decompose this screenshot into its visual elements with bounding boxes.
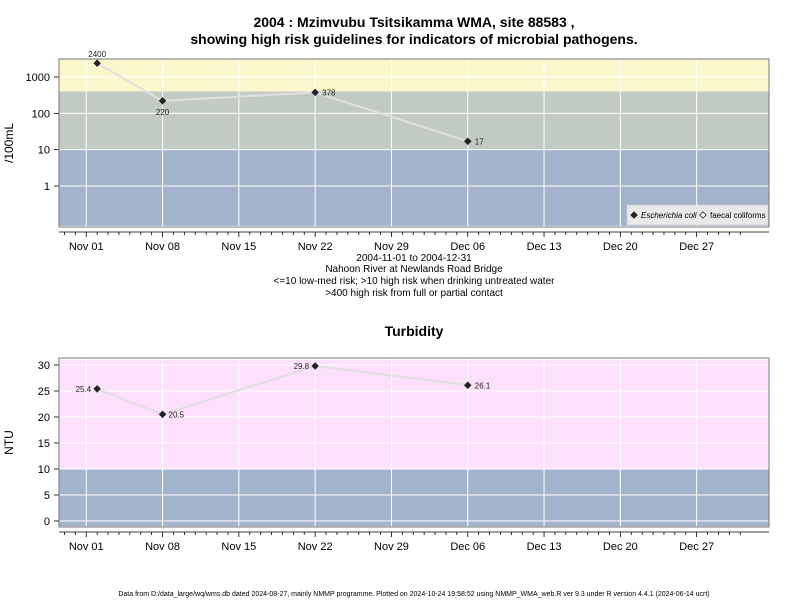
x-tick-label: Nov 08 [145,541,180,553]
x-tick-label: Nov 29 [374,541,409,553]
data-label: 26.1 [475,381,491,390]
legend-marker-faecal [699,211,707,219]
x-tick-label: Dec 13 [527,241,562,253]
footer-note: Data from D:/data_large/wq/wms.db dated … [118,591,709,598]
data-label: 25.4 [76,385,92,394]
legend-box [626,204,769,226]
data-label: 29.8 [294,362,310,371]
y-tick-label: 25 [38,386,50,398]
legend: Escherichia coli faecal coliforms [626,204,769,226]
data-label: 2400 [88,50,106,59]
drinking-risk-note: <=10 low-med risk; >10 high risk when dr… [274,276,556,287]
contact-risk-note: >400 high risk from full or partial cont… [325,288,503,299]
y-tick-label: 1 [44,181,50,193]
y-axis-label: /100mL [2,123,16,163]
data-point [93,385,101,393]
date-range-note: 2004-11-01 to 2004-12-31 [356,253,472,264]
y-tick-label: 20 [38,412,50,424]
legend-label-ecoli: Escherichia coli [641,211,697,220]
data-point [158,97,167,105]
y-tick-label: 15 [38,438,50,450]
y-tick-label: 0 [44,516,50,528]
y-tick-label: 100 [32,108,50,120]
data-point [463,137,472,146]
data-point [463,381,472,390]
data-label: 220 [156,108,170,117]
x-tick-label: Dec 20 [603,241,638,253]
y-tick-label: 10 [38,145,50,157]
x-tick-label: Nov 15 [221,541,256,553]
data-label: 20.5 [169,410,185,419]
x-tick-label: Nov 01 [69,541,104,553]
y-tick-label: 5 [44,490,50,502]
risk-band [59,469,769,527]
plot-frame [58,357,770,528]
x-tick-label: Nov 29 [374,241,409,253]
x-tick-label: Dec 06 [450,541,485,553]
data-point [93,59,101,67]
x-tick-label: Dec 20 [603,541,638,553]
data-point [311,88,319,97]
x-tick-label: Dec 13 [527,541,562,553]
x-tick-label: Dec 27 [679,241,714,253]
x-tick-label: Nov 22 [298,241,333,253]
risk-band [59,91,769,150]
x-tick-label: Dec 06 [450,241,485,253]
y-axis-label: NTU [2,430,16,455]
y-tick-label: 1000 [26,72,50,84]
plot-frame [58,58,770,228]
data-point [158,410,167,419]
x-tick-label: Nov 22 [298,541,333,553]
x-tick-label: Nov 08 [145,241,180,253]
chart-title-line2: showing high risk guidelines for indicat… [190,31,637,47]
data-label: 17 [475,137,484,146]
series-line [96,365,468,416]
turbidity-title: Turbidity [385,323,444,339]
site-name-note: Nahoon River at Newlands Road Bridge [325,264,503,275]
chart-title-line1: 2004 : Mzimvubu Tsitsikamma WMA, site 88… [253,14,574,30]
x-tick-label: Nov 15 [221,241,256,253]
turbidity-panel: Nov 01 Nov 08 Nov 15 Nov 22 Nov 29 Dec 06 Dec … [2,357,770,553]
data-label: 378 [322,88,336,97]
data-point [311,362,319,370]
series-line [96,62,469,143]
ecoli-panel: Nov 01 Nov 08 Nov 15 Nov 22 Nov 29 Dec 06 Dec … [2,50,770,253]
legend-marker-ecoli [630,211,638,219]
x-tick-label: Dec 27 [679,541,714,553]
y-tick-label: 10 [38,464,50,476]
x-tick-label: Nov 01 [69,241,104,253]
risk-band [59,59,769,92]
y-tick-label: 30 [38,360,50,372]
legend-label-faecal: faecal coliforms [710,211,766,220]
